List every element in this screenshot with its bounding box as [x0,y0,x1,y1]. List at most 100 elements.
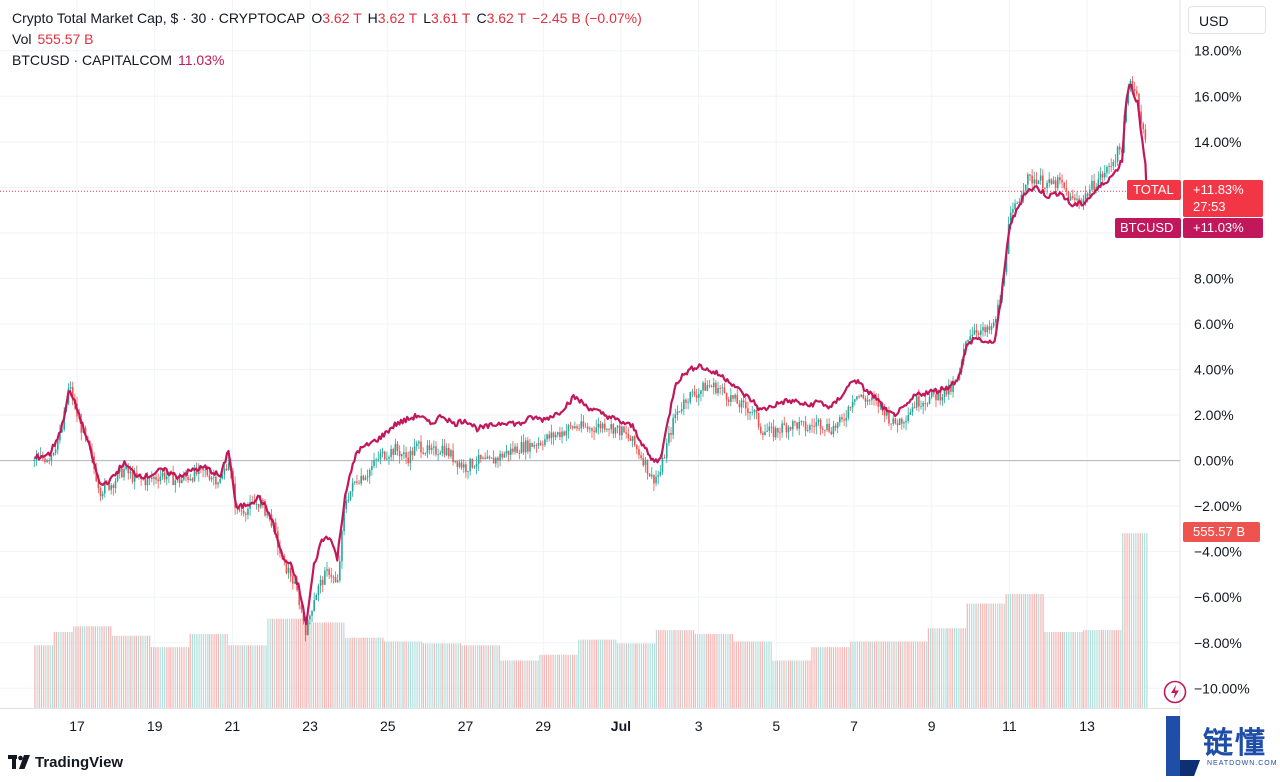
volume-bar [75,626,77,708]
candle [257,503,260,508]
volume-bar [988,603,990,708]
volume-bar [515,660,518,708]
candle [383,451,386,460]
candle [240,510,243,512]
volume-bar [105,626,107,708]
candle [610,424,612,430]
candle [802,421,805,423]
volume-bar [973,603,975,708]
candle [413,446,416,456]
candle [125,466,127,470]
legend-symbol[interactable]: Crypto Total Market Cap, $ · 30 · CRYPTO… [12,10,306,26]
candle [877,399,880,407]
candle [898,418,901,426]
candle [505,450,508,454]
candle [1052,180,1055,184]
volume-bar [362,637,364,708]
volume-bar [278,618,280,708]
legend-close: 3.62 T [486,10,527,26]
volume-bar [848,647,850,708]
volume-bar [852,641,854,708]
watermark: 链懂 NEATDOWN.COM [1160,714,1277,778]
volume-bar [250,645,252,708]
volume-bar [79,626,81,708]
volume-bar [103,626,105,708]
volume-bar [43,645,45,708]
candle [879,403,882,407]
candle [473,466,476,468]
volume-bar [604,639,606,708]
volume-bar [580,639,582,708]
volume-bar [481,645,483,708]
volume-bar [636,643,638,708]
candle [584,426,587,428]
candle [548,434,551,439]
y-tick-label: 0.00% [1194,453,1234,469]
volume-bar [751,641,753,708]
candle [751,411,754,413]
volume-bar [254,645,256,708]
candle [824,429,826,431]
candle [187,477,189,480]
volume-bar [757,641,759,708]
volume-bar [386,641,388,708]
lightning-icon[interactable] [1163,680,1187,704]
volume-bar [606,639,608,708]
volume-bar [461,645,463,708]
tradingview-logo[interactable]: TradingView [8,750,123,774]
candle [653,474,655,484]
volume-bar [528,660,530,708]
y-tick-label: 4.00% [1194,362,1234,378]
candle [828,423,830,432]
candle [730,395,732,402]
candle [903,422,905,424]
volume-bar [94,626,96,708]
x-tick-label: 11 [1002,718,1017,734]
volume-bar [584,639,586,708]
volume-bar [790,660,792,708]
volume-bar [176,647,179,708]
volume-bar [496,645,498,708]
candle [221,474,224,479]
candle [864,398,867,402]
volume-bar [315,622,317,708]
volume-bar [1059,632,1061,708]
candle [770,426,773,428]
volume-bar [882,641,884,708]
volume-bar [217,633,220,708]
volume-bar [884,641,887,708]
x-tick-label: 3 [695,718,703,734]
volume-bar [90,626,92,708]
volume-bar [1100,630,1103,708]
volume-bar [135,635,137,708]
candle [589,428,591,430]
legend-compare-symbol[interactable]: BTCUSD · CAPITALCOM [12,52,172,68]
volume-bar [345,637,347,708]
bar-countdown: 27:53 [1193,199,1226,214]
candle [706,385,709,391]
candle [670,432,672,435]
candle [975,330,978,333]
candle [606,429,608,430]
candle [813,425,815,427]
candle [110,485,112,490]
volume-bar [1012,594,1014,708]
legend-vol-label: Vol [12,31,32,47]
volume-bar [407,641,409,708]
volume-bar [1146,533,1148,708]
candle [785,424,788,433]
candle [46,460,48,462]
volume-bar [772,660,774,708]
currency-button[interactable]: USD [1188,6,1266,34]
candle [324,570,326,585]
volume-bar [932,628,934,708]
candle [377,458,380,460]
volume-bar [276,618,278,708]
legend-l-label: L [423,10,432,26]
candle [796,422,798,429]
candle [328,569,330,575]
candle [127,466,130,474]
candle [1108,165,1110,167]
volume-bar [511,660,513,708]
